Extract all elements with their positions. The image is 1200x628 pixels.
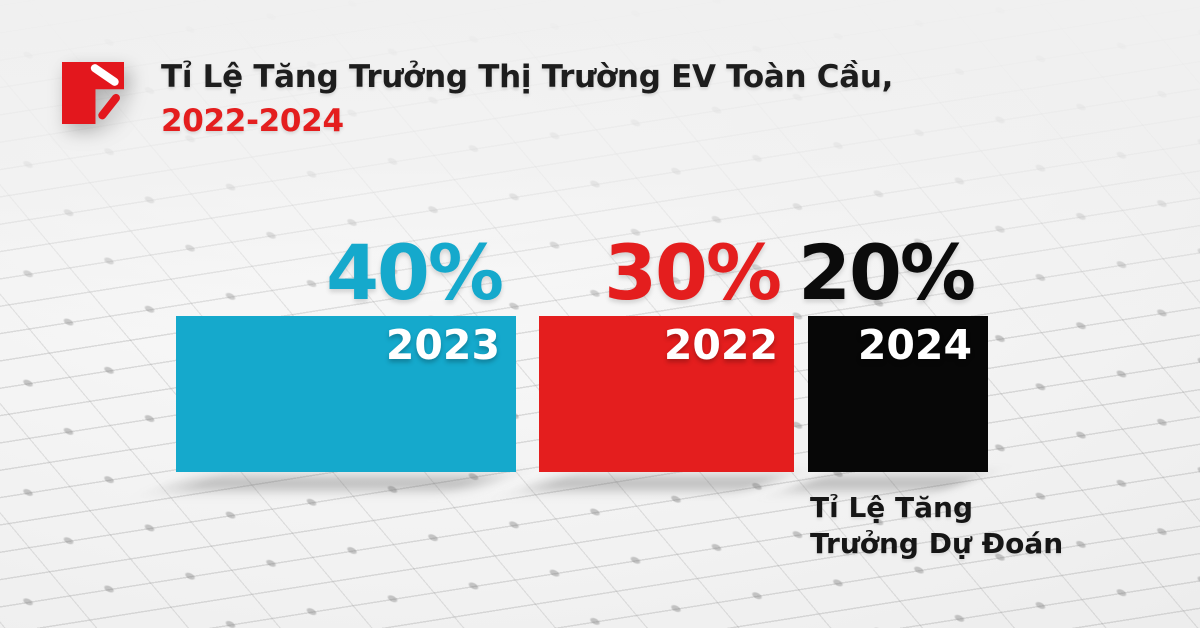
bar-column-2022: 30% 2022 <box>539 232 794 472</box>
year-label-2023: 2023 <box>385 321 500 369</box>
value-label-2024: 20% <box>798 228 976 318</box>
annotation-line-2: Trưởng Dự Đoán <box>810 527 1064 560</box>
title-year-range: 2022-2024 <box>161 103 344 139</box>
brand-logo-icon <box>62 62 124 124</box>
year-label-2022: 2022 <box>663 321 778 369</box>
value-label-2022: 30% <box>604 228 782 318</box>
title-main-line: Tỉ Lệ Tăng Trưởng Thị Trường EV Toàn Cầu… <box>161 59 894 95</box>
bar-column-2023: 40% 2023 <box>176 232 516 472</box>
bar-column-2024: 20% 2024 <box>798 228 988 472</box>
annotation-line-1: Tỉ Lệ Tăng <box>810 491 973 524</box>
bar-rect-2022: 2022 <box>539 316 794 472</box>
year-label-2024: 2024 <box>857 321 972 369</box>
bar-rect-2023: 2023 <box>176 316 516 472</box>
bar-shadow-2022 <box>508 476 799 490</box>
bar-rect-2024: 2024 <box>808 316 988 472</box>
bar-shadow-2024 <box>775 476 991 490</box>
value-label-2023: 40% <box>326 228 504 318</box>
page-title: Tỉ Lệ Tăng Trưởng Thị Trường EV Toàn Cầu… <box>161 55 893 143</box>
annotation-predicted-growth: Tỉ Lệ Tăng Trưởng Dự Đoán <box>810 490 1090 562</box>
bar-shadow-2023 <box>145 476 521 490</box>
